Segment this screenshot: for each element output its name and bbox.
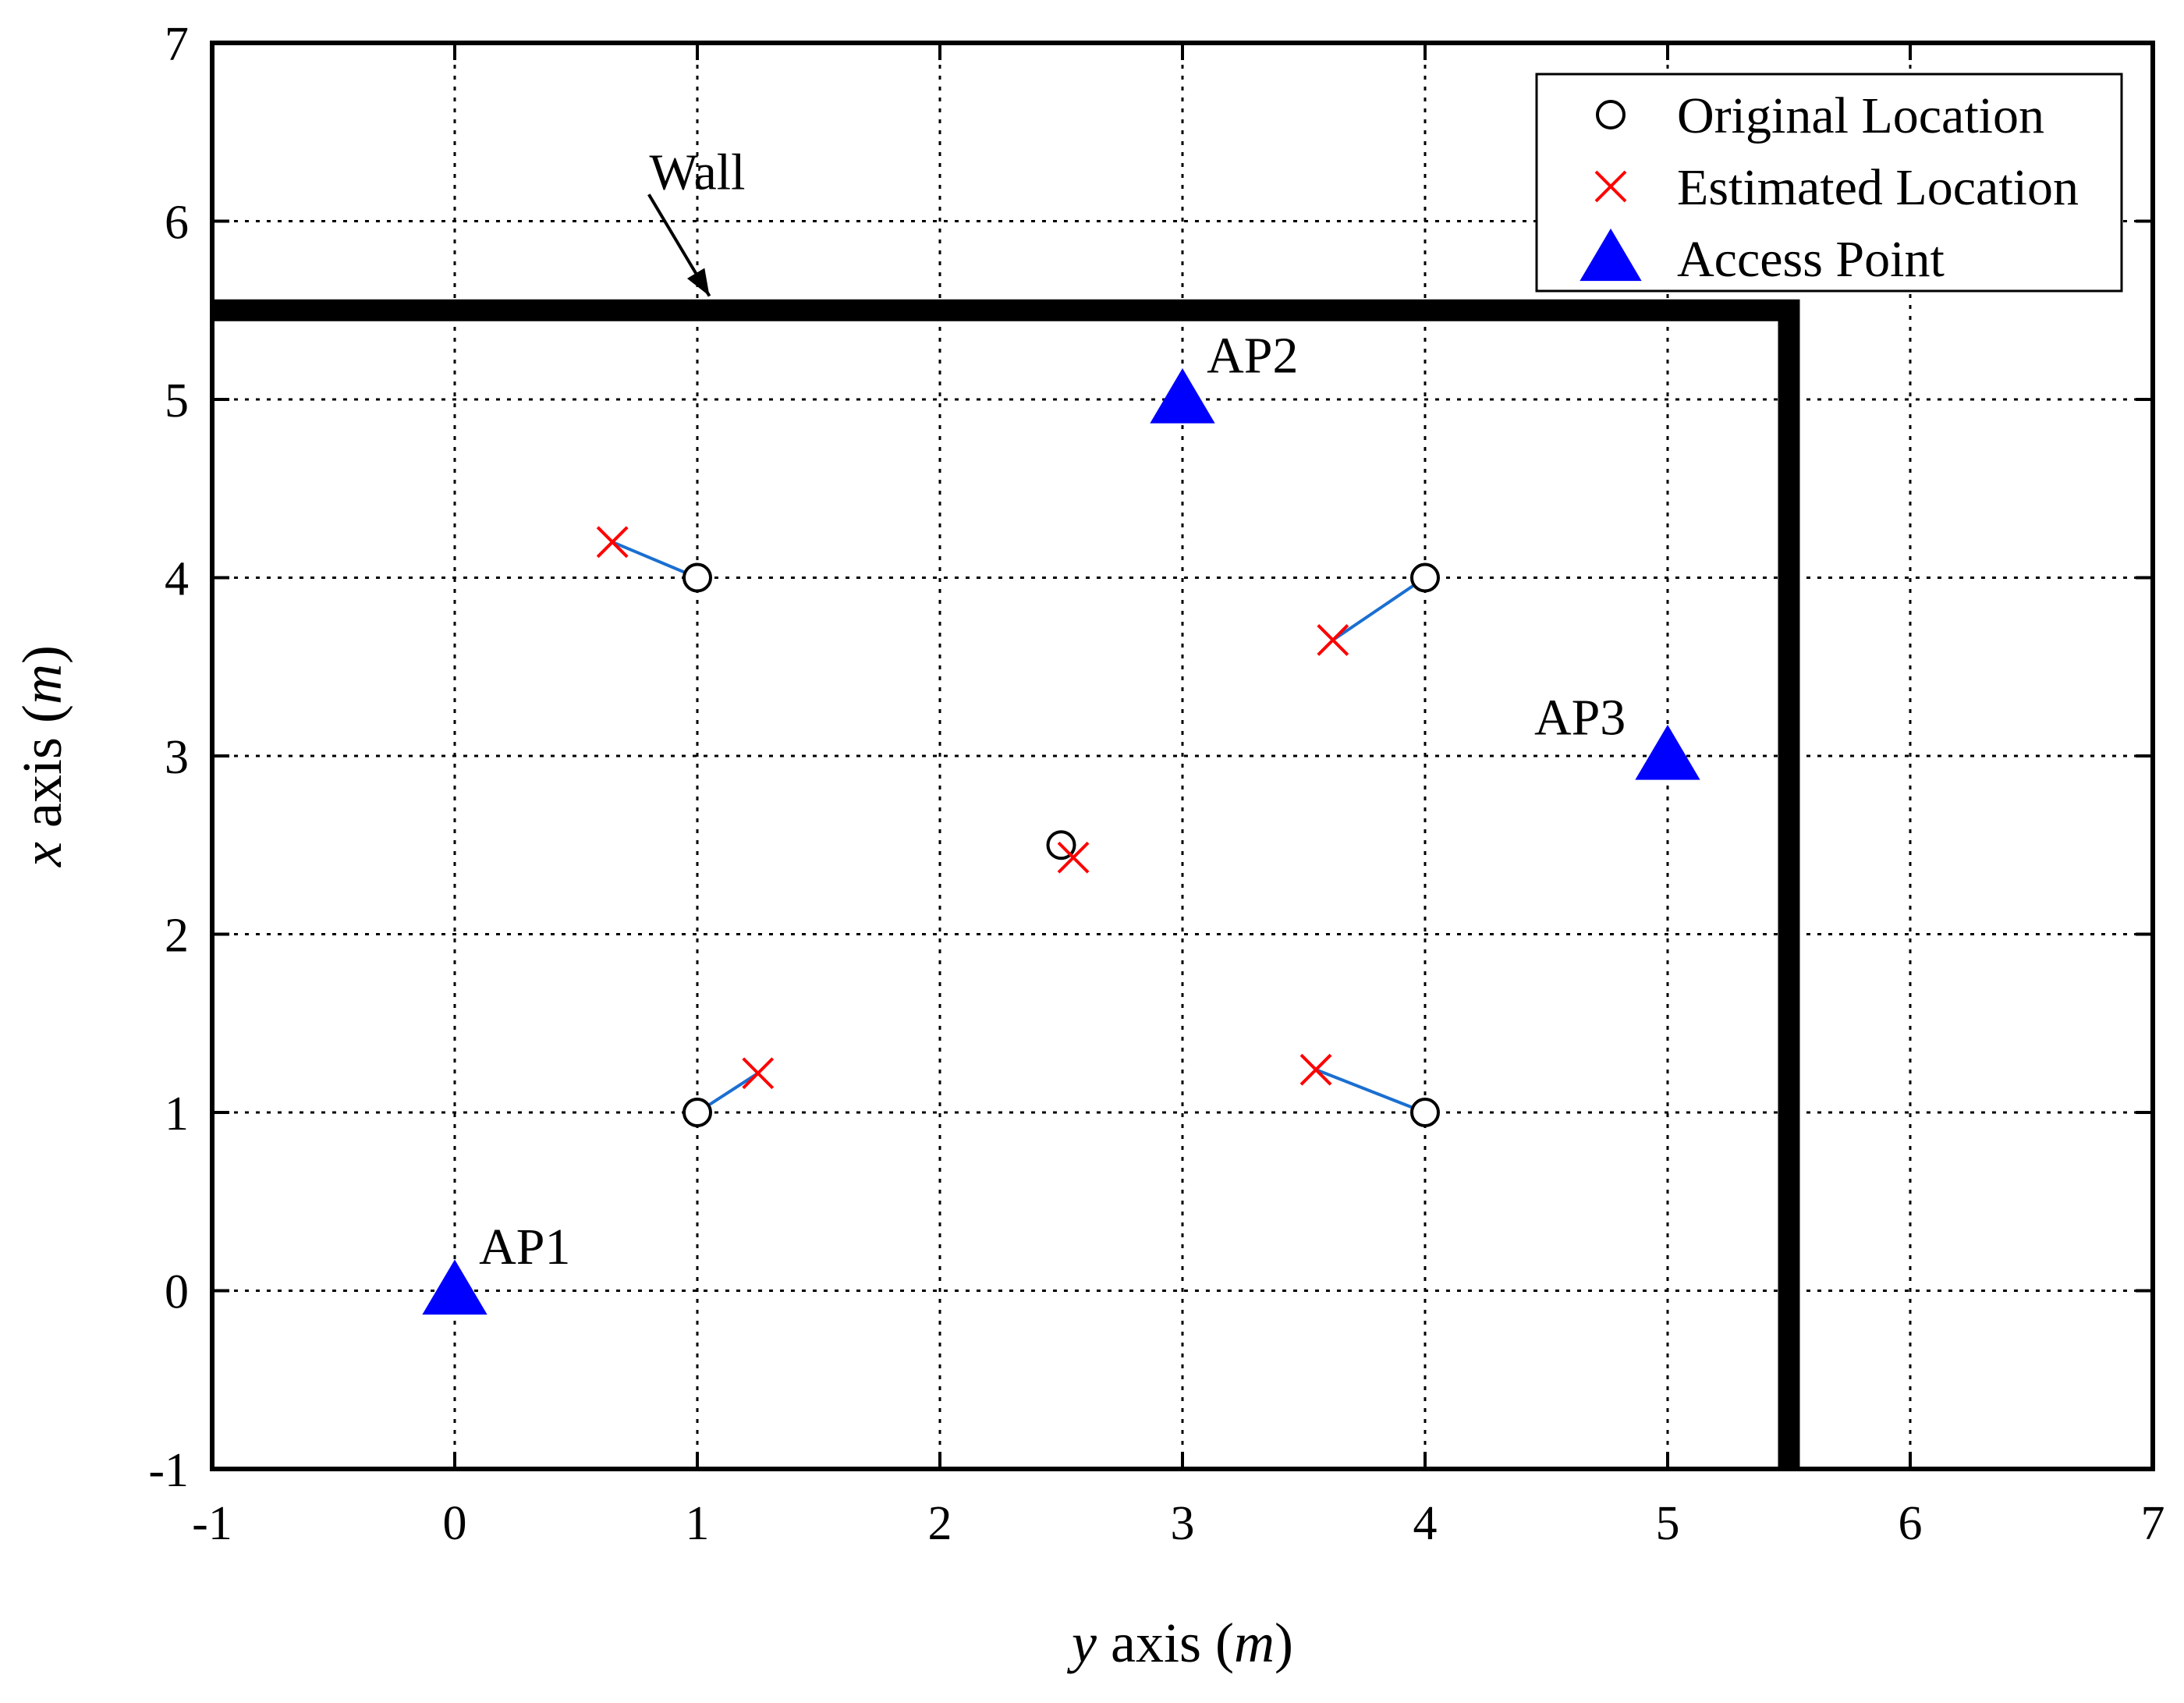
x-tick-label: 5	[1656, 1497, 1680, 1550]
marker-x	[596, 526, 629, 559]
marker-x	[1299, 1053, 1332, 1086]
markers	[422, 368, 1700, 1315]
legend-marker-x	[1594, 170, 1627, 203]
x-axis-label-var: y	[1066, 1612, 1097, 1674]
x-tick-label: -1	[192, 1497, 232, 1550]
marker-circle	[682, 1098, 712, 1127]
wall-arrow-head	[686, 268, 710, 296]
marker-triangle	[1635, 725, 1700, 780]
legend-marker-circle	[1596, 100, 1626, 129]
ap-label: AP1	[479, 1219, 570, 1275]
marker-x-stroke-b	[1299, 1053, 1332, 1086]
wall-label: Wall	[650, 144, 746, 200]
marker-triangle	[1150, 368, 1215, 424]
ap-label: AP2	[1207, 328, 1298, 385]
marker-triangle	[422, 1259, 488, 1315]
y-tick-label: -1	[148, 1444, 189, 1497]
x-tick-label: 4	[1413, 1497, 1438, 1550]
legend-box	[1535, 73, 2123, 293]
y-axis-label-close: )	[11, 645, 73, 664]
x-tick-label: 1	[686, 1497, 710, 1550]
x-tick-label: 0	[443, 1497, 467, 1550]
legend-label: Original Location	[1677, 87, 2044, 144]
y-tick-label: 3	[165, 731, 189, 784]
legend-items: Original Location Estimated Location Acces…	[1580, 87, 2079, 288]
x-axis-label-close: )	[1275, 1612, 1293, 1674]
legend-label: Estimated Location	[1677, 159, 2079, 216]
marker-x-stroke-b	[596, 526, 629, 559]
marker-circle	[1410, 562, 1440, 593]
error-line	[1331, 576, 1427, 642]
marker-x-stroke-b	[1317, 624, 1349, 656]
x-tick-label: 2	[928, 1497, 952, 1550]
y-tick-label: 6	[165, 197, 189, 250]
y-tick-label: 5	[165, 374, 189, 428]
y-tick-label: 7	[165, 18, 189, 71]
legend-label: Access Point	[1677, 231, 1945, 288]
y-tick-label: 1	[165, 1087, 189, 1141]
error-line	[612, 540, 698, 580]
y-axis-label-text: axis (	[11, 704, 73, 842]
error-lines	[612, 540, 1427, 1114]
marker-x-stroke-b	[742, 1057, 775, 1090]
marker-circle	[1410, 1098, 1440, 1127]
marker-x	[1317, 624, 1349, 656]
y-tick-label: 0	[165, 1266, 189, 1319]
y-tick-label: 2	[165, 910, 189, 963]
annotations: AP1 AP2 AP3	[479, 328, 1626, 1275]
wall: Wall	[212, 144, 1800, 1469]
error-line	[1315, 1068, 1426, 1114]
legend-marker-x-stroke-b	[1594, 170, 1627, 203]
x-axis-label-unit: m	[1234, 1612, 1275, 1674]
marker-x-stroke-b	[1057, 841, 1090, 874]
wall-line	[212, 299, 1800, 1469]
y-tick-label: 4	[165, 553, 189, 606]
x-tick-label: 7	[2141, 1497, 2165, 1550]
ticks: -1 0 1 2 3 4 5 6 7 -1 0 1 2 3 4 5 6 7	[148, 18, 2164, 1550]
x-axis-label: y axis (m)	[1066, 1612, 1293, 1674]
marker-x	[742, 1057, 775, 1090]
x-axis-label-text: axis (	[1097, 1612, 1234, 1674]
x-tick-label: 3	[1171, 1497, 1195, 1550]
y-axis-label: x axis (m)	[11, 645, 73, 867]
y-axis-label-var: x	[11, 842, 73, 867]
legend: Original Location Estimated Location Acces…	[1535, 73, 2123, 293]
legend-marker-triangle	[1580, 228, 1642, 282]
ap-label: AP3	[1534, 690, 1626, 747]
marker-x	[1057, 841, 1090, 874]
x-tick-label: 6	[1899, 1497, 1923, 1550]
y-axis-label-unit: m	[11, 664, 73, 704]
marker-circle	[682, 562, 712, 593]
